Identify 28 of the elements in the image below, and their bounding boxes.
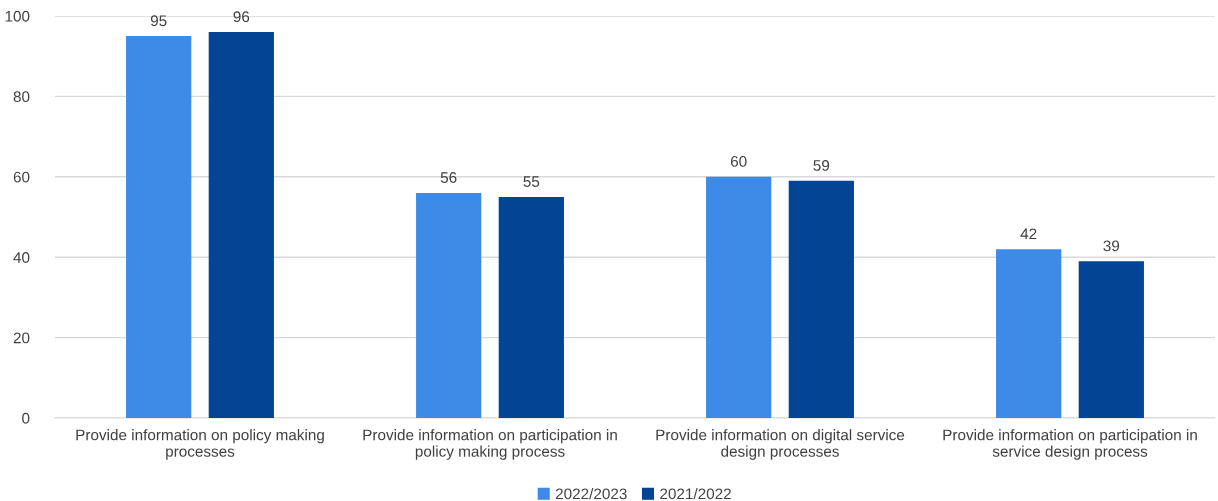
x-tick-label: Provide information on participation in policy making process — [363, 429, 617, 460]
y-tick-label: 100 — [5, 10, 30, 22]
data-label: 55 — [523, 176, 540, 187]
data-label: 95 — [150, 15, 167, 27]
bar — [416, 192, 482, 418]
y-tick-label: 60 — [13, 171, 30, 183]
data-label: 56 — [440, 172, 457, 183]
y-tick-label: 80 — [13, 91, 30, 103]
bar — [498, 196, 564, 418]
x-tick-label: Provide information on participation in service design process — [943, 429, 1197, 460]
bar — [788, 180, 854, 418]
data-label: 96 — [233, 11, 250, 23]
data-label: 39 — [1103, 240, 1120, 252]
bar — [996, 249, 1062, 418]
bar — [706, 176, 772, 418]
y-tick-label: 40 — [13, 252, 30, 263]
data-label: 59 — [813, 160, 830, 171]
bar — [126, 36, 192, 418]
bar — [1078, 261, 1144, 418]
data-label: 42 — [1020, 228, 1037, 240]
x-tick-label: Provide information on policy making processes — [76, 429, 324, 460]
legend-label: 2021/2022 — [660, 488, 731, 500]
legend-label: 2022/2023 — [555, 488, 627, 500]
x-tick-label: Provide information on digital service design processes — [656, 429, 905, 460]
y-tick-label: 20 — [13, 332, 30, 344]
data-label: 60 — [730, 156, 747, 167]
y-tick-label: 0 — [22, 412, 30, 424]
bar — [208, 32, 274, 418]
